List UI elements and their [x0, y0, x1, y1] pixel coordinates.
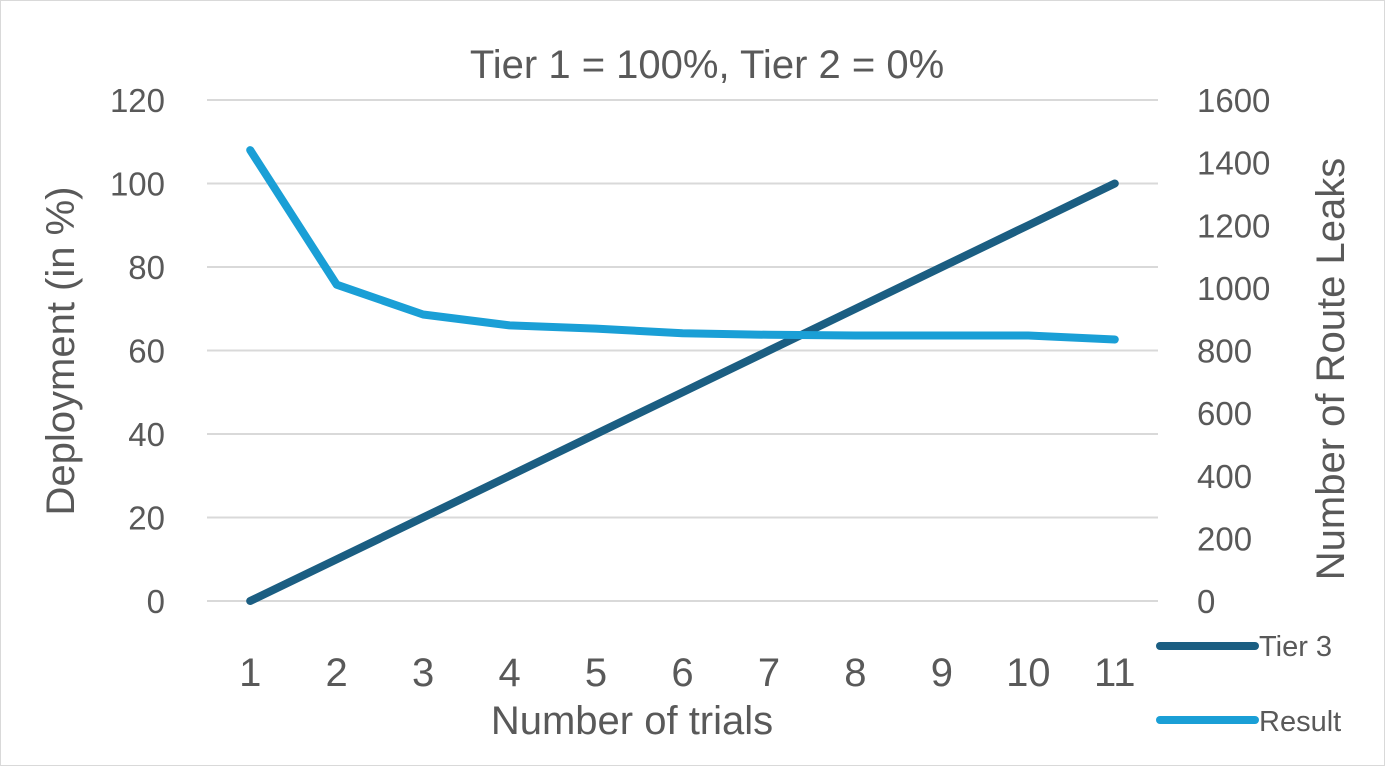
right-tick-label: 1200: [1197, 207, 1270, 244]
x-tick-label: 11: [1094, 651, 1136, 695]
left-tick-label: 60: [128, 333, 165, 370]
legend-label-tier-3: Tier 3: [1259, 631, 1332, 663]
series-lines: [246, 146, 1119, 605]
right-tick-label: 600: [1197, 395, 1252, 432]
right-tick-label: 1400: [1197, 145, 1270, 182]
x-tick-label: 8: [844, 651, 866, 695]
x-axis-title: Number of trials: [491, 699, 773, 743]
gridlines: [207, 99, 1158, 602]
x-tick-label: 4: [498, 651, 520, 695]
left-tick-label: 80: [128, 249, 165, 286]
x-tick-label: 5: [585, 651, 607, 695]
left-tick-label: 120: [110, 82, 165, 119]
right-axis-title: Number of Route Leaks: [1309, 158, 1353, 580]
right-tick-label: 0: [1197, 583, 1215, 620]
x-tick-label: 3: [412, 651, 434, 695]
x-tick-label: 6: [671, 651, 693, 695]
series-line-tier-3: [246, 179, 1119, 605]
left-tick-label: 100: [110, 166, 165, 203]
x-tick-label: 1: [239, 651, 261, 695]
left-tick-label: 40: [128, 416, 165, 453]
right-tick-label: 1600: [1197, 82, 1270, 119]
left-axis-ticks: 0 20 40 60 80 100 120: [110, 82, 165, 620]
right-tick-label: 200: [1197, 520, 1252, 557]
x-tick-label: 10: [1006, 651, 1051, 695]
right-axis-ticks: 0 200 400 600 800 1000 1200 1400 1600: [1197, 82, 1270, 620]
x-tick-label: 9: [931, 651, 953, 695]
legend-label-result: Result: [1259, 706, 1341, 738]
right-tick-label: 400: [1197, 458, 1252, 495]
legend: Tier 3 Result: [1156, 631, 1341, 738]
right-tick-label: 800: [1197, 333, 1252, 370]
x-tick-label: 2: [326, 651, 348, 695]
chart-title: Tier 1 = 100%, Tier 2 = 0%: [470, 43, 944, 87]
left-axis-title: Deployment (in %): [39, 186, 83, 515]
left-tick-label: 0: [147, 583, 165, 620]
x-axis-ticks: 1 2 3 4 5 6 7 8 9 10 11: [239, 651, 1135, 695]
left-tick-label: 20: [128, 500, 165, 537]
x-tick-label: 7: [758, 651, 780, 695]
right-tick-label: 1000: [1197, 270, 1270, 307]
series-line-result: [246, 146, 1119, 344]
